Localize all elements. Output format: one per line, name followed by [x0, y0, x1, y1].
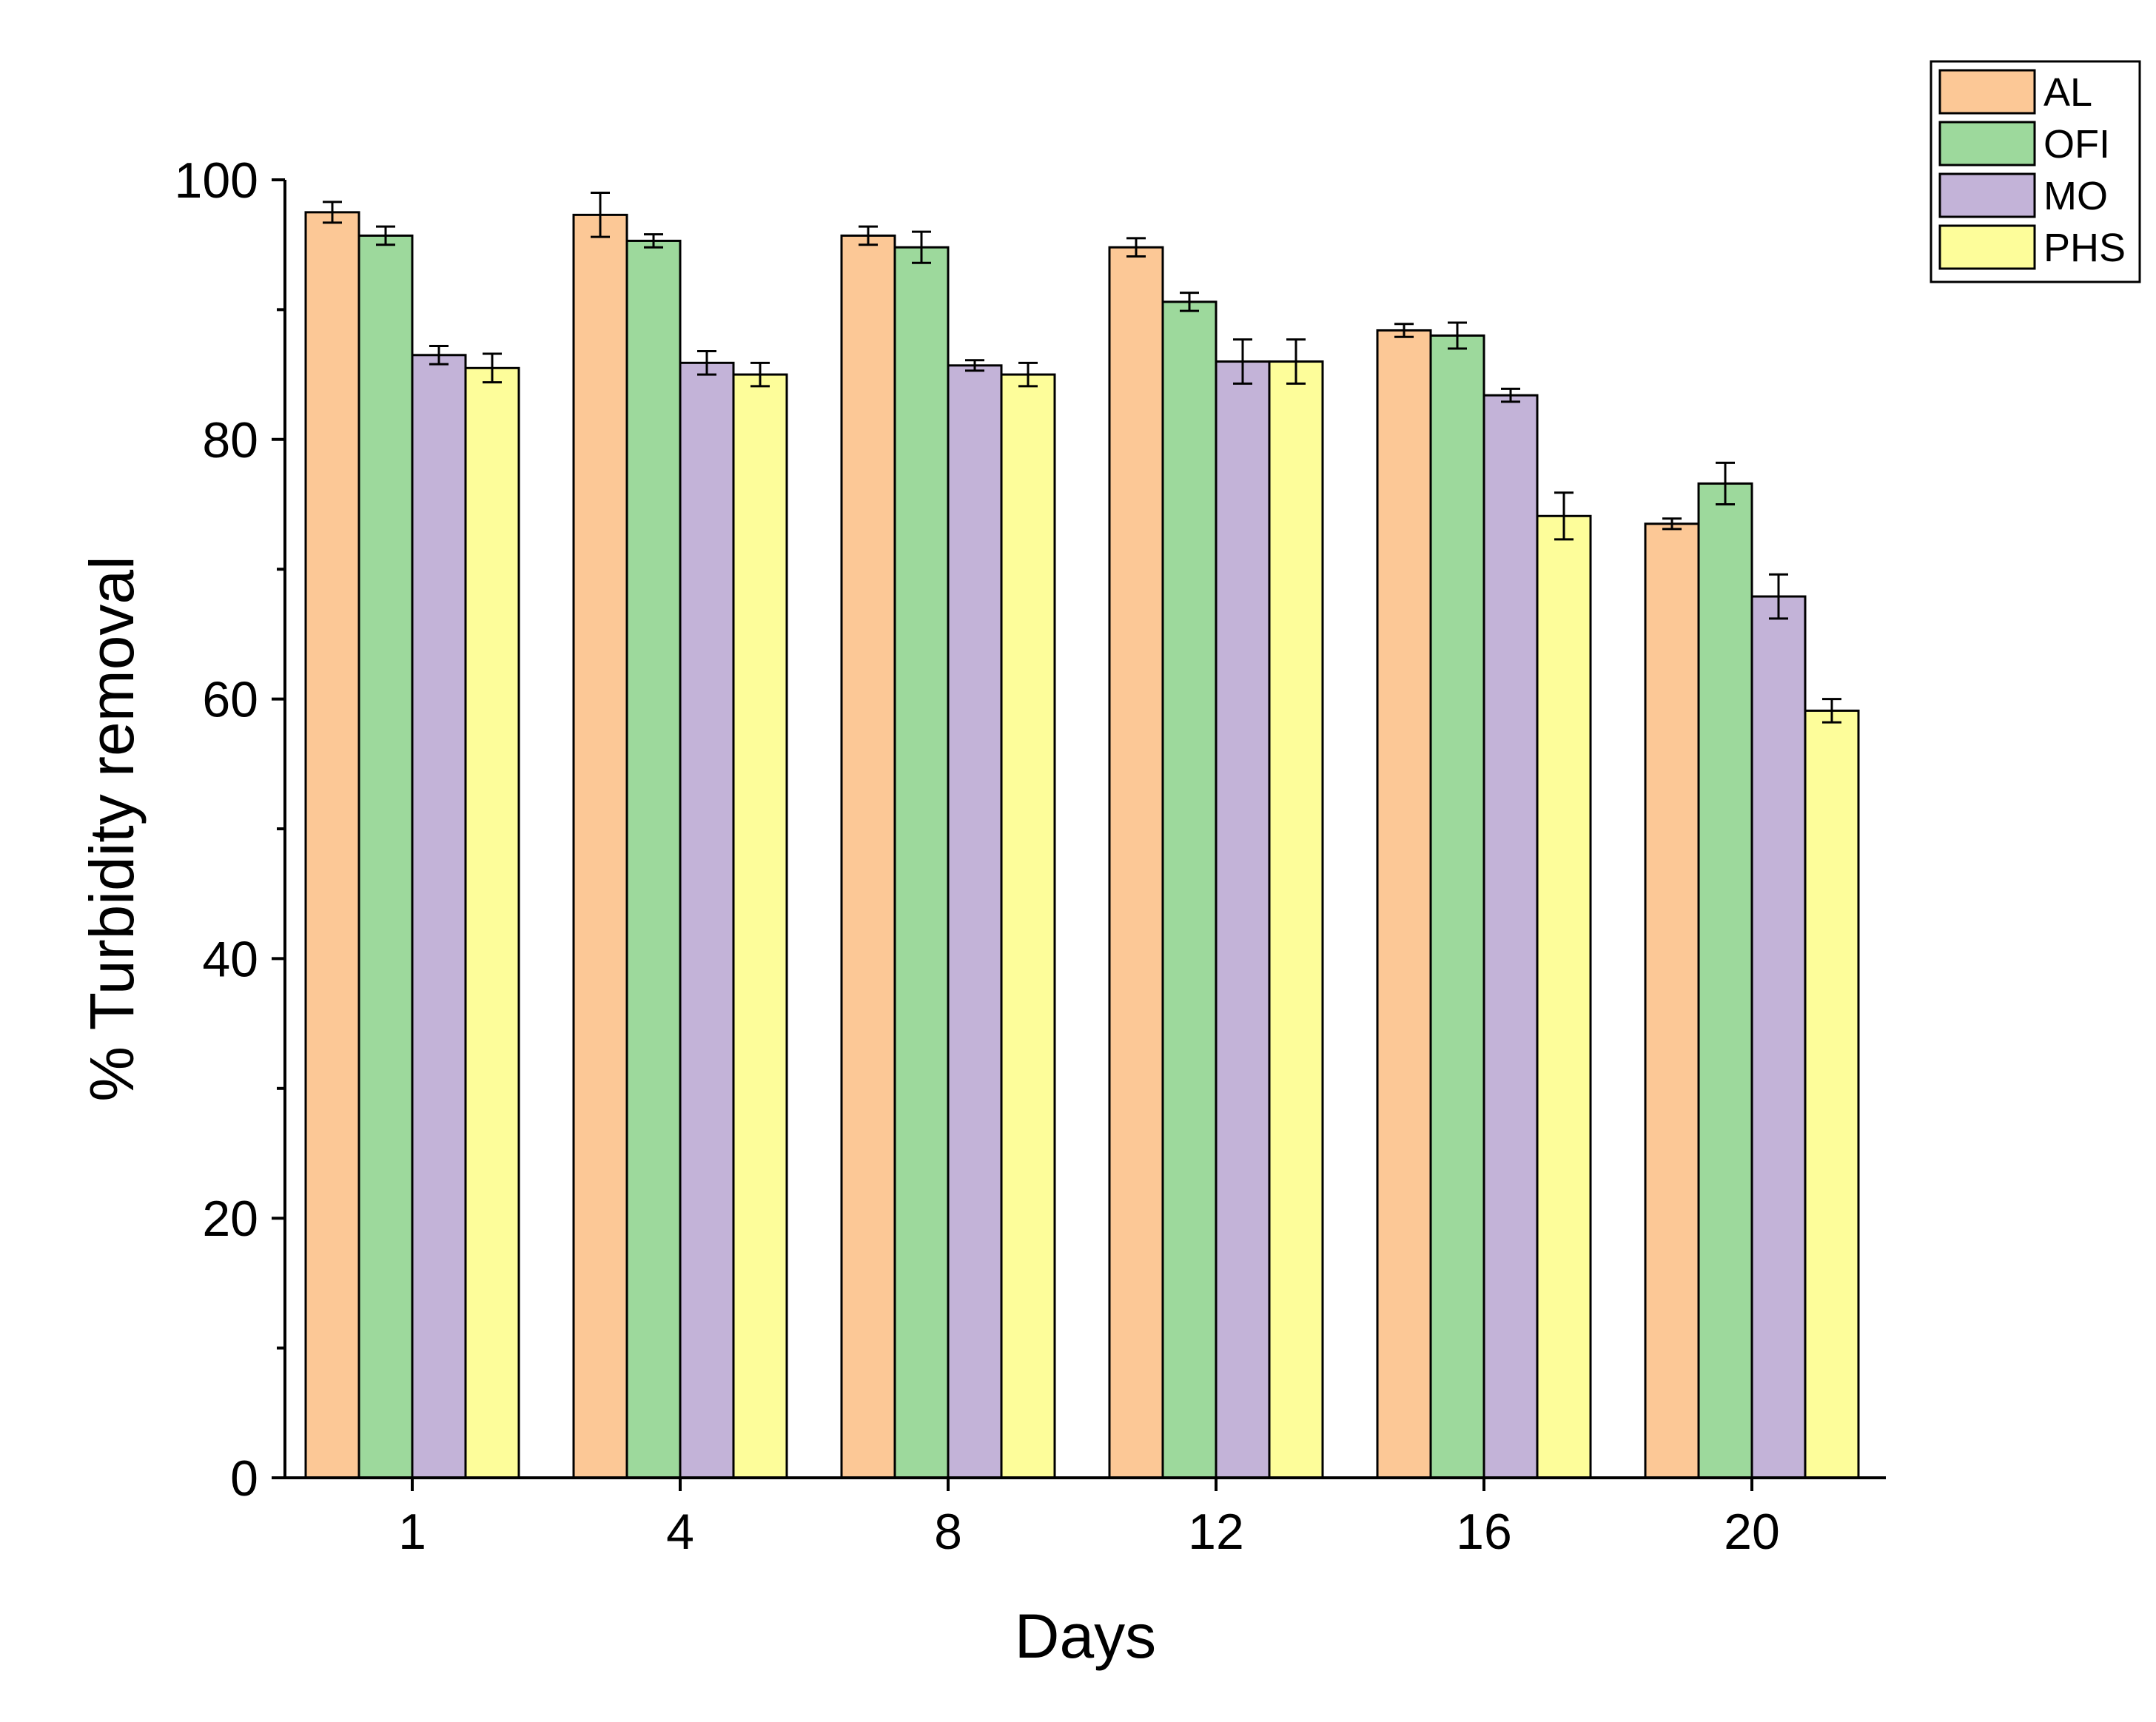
bar-phs-day-12 [1268, 360, 1324, 1479]
y-tick-label-80: 80 [202, 412, 258, 468]
bar-mo-day-8 [947, 364, 1003, 1479]
bar-ofi-day-8 [893, 246, 950, 1479]
x-axis-title: Days [1015, 1601, 1156, 1671]
bar-al-day-1 [304, 211, 360, 1479]
error-bar-phs-day-8 [1018, 361, 1038, 388]
bar-ofi-day-4 [625, 239, 682, 1479]
error-bar-phs-day-16 [1554, 491, 1574, 541]
bar-mo-day-12 [1215, 360, 1271, 1479]
error-bar-mo-day-8 [965, 359, 984, 372]
error-bar-ofi-day-16 [1448, 321, 1467, 350]
x-tick-label-1: 1 [398, 1504, 426, 1560]
bar-ofi-day-20 [1697, 482, 1753, 1479]
x-tick-label-20: 20 [1724, 1504, 1780, 1560]
bars-layer [304, 211, 1860, 1479]
y-axis-title: % Turbidity removal [77, 556, 147, 1102]
y-tick-label-0: 0 [230, 1450, 258, 1507]
error-bar-al-day-4 [591, 192, 610, 238]
y-tick-label-60: 60 [202, 672, 258, 728]
error-bar-phs-day-4 [750, 361, 770, 388]
error-bar-mo-day-12 [1233, 338, 1252, 385]
error-bar-al-day-8 [859, 225, 878, 246]
legend-swatch-ofi [1938, 121, 2036, 167]
legend-label-phs: PHS [2044, 226, 2126, 270]
bar-al-day-12 [1108, 246, 1164, 1479]
error-bar-mo-day-16 [1501, 387, 1520, 403]
error-bar-ofi-day-4 [644, 233, 663, 249]
bar-phs-day-8 [1000, 373, 1056, 1479]
bar-mo-day-16 [1482, 394, 1539, 1479]
error-bar-ofi-day-1 [376, 225, 395, 246]
legend: AL OFI MO PHS [1930, 60, 2141, 283]
legend-label-ofi: OFI [2044, 122, 2110, 167]
error-bar-mo-day-20 [1769, 573, 1788, 620]
error-bar-mo-day-1 [429, 345, 449, 366]
bar-phs-day-1 [464, 366, 520, 1479]
bar-al-day-4 [572, 213, 628, 1479]
bar-al-day-8 [840, 234, 896, 1479]
error-bar-mo-day-4 [697, 350, 716, 376]
bar-phs-day-20 [1804, 709, 1860, 1479]
y-tick-label-20: 20 [202, 1191, 258, 1247]
bar-mo-day-4 [679, 361, 735, 1479]
bar-phs-day-4 [732, 373, 788, 1479]
y-tick-label-100: 100 [175, 152, 258, 209]
bar-al-day-20 [1644, 522, 1700, 1479]
bar-al-day-16 [1376, 329, 1432, 1479]
error-bar-al-day-1 [323, 201, 342, 224]
legend-swatch-phs [1938, 224, 2036, 270]
y-tick-label-40: 40 [202, 931, 258, 987]
bar-ofi-day-12 [1161, 300, 1218, 1479]
bar-ofi-day-16 [1429, 334, 1485, 1479]
x-tick-label-12: 12 [1188, 1504, 1244, 1560]
bar-phs-day-16 [1536, 514, 1592, 1479]
error-bar-phs-day-20 [1822, 698, 1841, 724]
x-tick-label-4: 4 [666, 1504, 694, 1560]
bar-mo-day-20 [1750, 595, 1807, 1479]
error-bar-ofi-day-8 [912, 230, 931, 264]
error-bar-phs-day-1 [483, 352, 502, 384]
bar-mo-day-1 [411, 354, 467, 1479]
error-bar-ofi-day-20 [1716, 461, 1735, 505]
bar-ofi-day-1 [357, 234, 414, 1479]
x-tick-label-8: 8 [934, 1504, 962, 1560]
error-bar-al-day-16 [1394, 323, 1414, 338]
error-bar-ofi-day-12 [1180, 292, 1199, 312]
error-bar-al-day-20 [1662, 517, 1682, 531]
legend-label-mo: MO [2044, 174, 2108, 218]
legend-label-al: AL [2044, 70, 2092, 115]
error-bars-layer [323, 192, 1841, 724]
legend-swatch-al [1938, 69, 2036, 115]
error-bar-al-day-12 [1126, 237, 1146, 258]
x-tick-label-16: 16 [1456, 1504, 1512, 1560]
legend-swatch-mo [1938, 172, 2036, 218]
axes-layer: 1 4 8 12 16 20 0 20 40 60 80 100 [175, 152, 1886, 1560]
error-bar-phs-day-12 [1286, 338, 1306, 385]
